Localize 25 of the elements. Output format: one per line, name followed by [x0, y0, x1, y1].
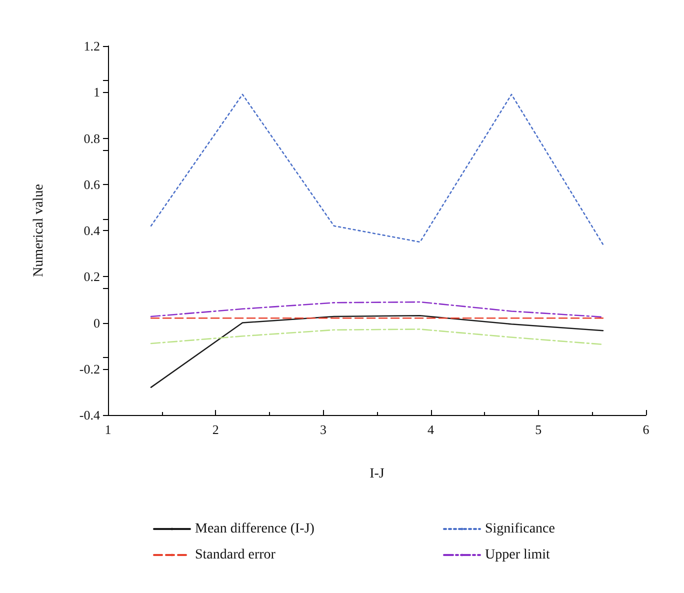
x-tick-label: 3	[320, 422, 326, 437]
line-series	[150, 328, 604, 346]
line-series	[150, 301, 604, 318]
y-tick-label: -0.2	[79, 361, 100, 376]
x-tick-label: 4	[428, 422, 435, 437]
y-tick-label: 0.2	[84, 269, 100, 284]
y-tick-label: 0.6	[84, 176, 100, 192]
y-tick-label: -0.4	[79, 408, 100, 422]
x-tick-label: 2	[212, 422, 219, 437]
x-tick-label: 1	[104, 422, 112, 437]
legend-label: Standard error	[195, 548, 276, 562]
legend-label: Upper limit	[485, 548, 550, 562]
legend-label: Significance	[485, 522, 555, 536]
x-tick-label: 5	[535, 422, 542, 437]
y-tick-label: 0.8	[84, 130, 100, 146]
y-tick-label: 0.4	[84, 223, 100, 238]
x-tick-label: 6	[642, 422, 650, 437]
legend-label: Mean difference (I-J)	[195, 522, 315, 536]
y-axis-title: Numerical value	[32, 184, 46, 277]
y-tick-label: 1	[94, 84, 100, 100]
y-tick-label: 0	[94, 315, 100, 330]
line-series	[150, 94, 604, 245]
y-tick-label: 1.2	[84, 38, 100, 54]
line-series	[150, 314, 604, 388]
x-axis-title: I-J	[370, 466, 385, 482]
